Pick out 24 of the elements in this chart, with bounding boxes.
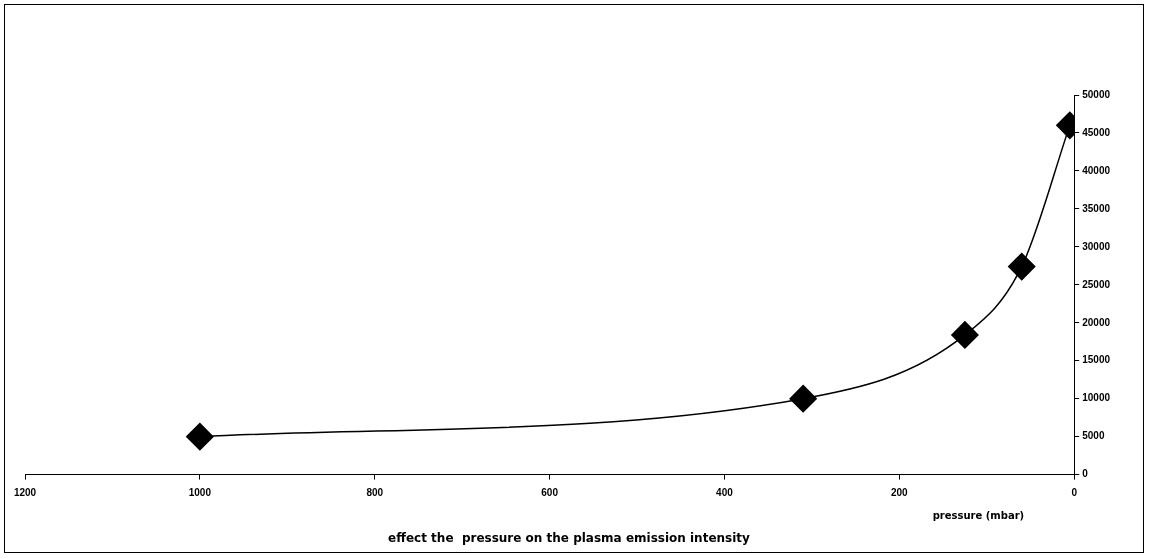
x-tick-label: 800 (366, 487, 384, 499)
x-tick-label: 1000 (188, 487, 212, 499)
y-tick-label: 50000 (1082, 88, 1111, 100)
y-tick-label: 5000 (1082, 430, 1105, 442)
text: effect the pressure on the plasma emission intensity (388, 530, 751, 545)
y-tick-label: 45000 (1082, 126, 1111, 138)
x-tick-label: 600 (541, 487, 559, 499)
y-tick-label: 25000 (1082, 278, 1111, 290)
x-tick-label: 200 (890, 487, 909, 499)
y-tick-label: 15000 (1082, 354, 1111, 366)
y-tick-label: 10000 (1082, 392, 1111, 404)
y-tick-label: 40000 (1082, 164, 1111, 176)
x-tick-label: 400 (716, 487, 734, 499)
y-tick-label: 20000 (1082, 316, 1111, 328)
y-tick-label: 35000 (1082, 202, 1111, 214)
point (789, 384, 817, 413)
point (1007, 252, 1036, 281)
point (951, 321, 979, 349)
point (186, 422, 214, 451)
y-tick-label: 0 (1082, 468, 1089, 480)
y-tick-label: 30000 (1082, 240, 1111, 252)
x-axis-title: pressure (mbar) (932, 510, 1025, 522)
x-tick-label: 0 (1071, 487, 1078, 499)
x-tick-label: 1200 (13, 487, 37, 499)
